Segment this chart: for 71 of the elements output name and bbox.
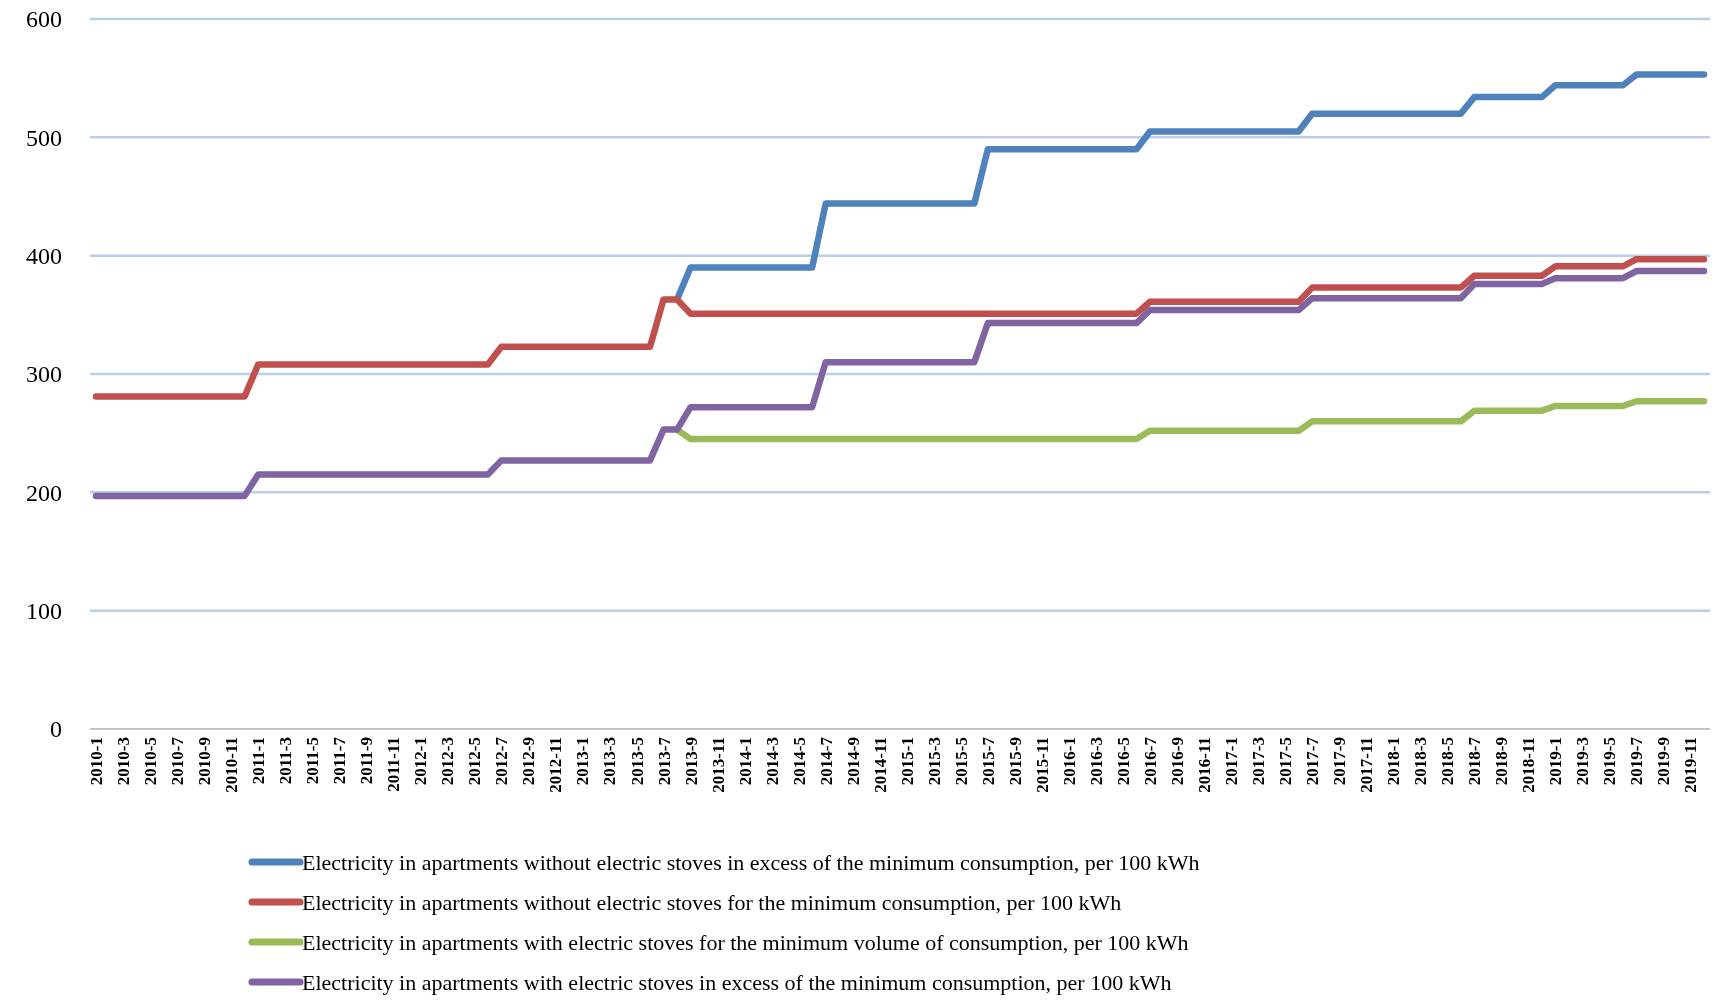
x-tick-label: 2013-7 xyxy=(654,736,674,786)
x-tick-label: 2011-5 xyxy=(303,737,323,785)
x-tick-label: 2010-7 xyxy=(168,736,188,786)
x-tick-label: 2015-11 xyxy=(1032,737,1052,793)
x-tick-label: 2011-1 xyxy=(249,737,269,785)
x-tick-label: 2016-1 xyxy=(1059,737,1079,786)
y-tick-label: 300 xyxy=(26,361,62,388)
x-tick-label: 2014-11 xyxy=(870,737,890,793)
x-tick-label: 2019-3 xyxy=(1573,737,1593,786)
x-tick-label: 2013-1 xyxy=(573,737,593,786)
y-tick-label: 400 xyxy=(26,243,62,270)
x-tick-label: 2015-5 xyxy=(951,737,971,786)
x-tick-label: 2011-9 xyxy=(357,737,377,785)
x-tick-label: 2017-3 xyxy=(1249,737,1269,786)
x-tick-label: 2010-3 xyxy=(114,737,134,786)
x-tick-label: 2015-1 xyxy=(897,737,917,786)
x-tick-label: 2018-11 xyxy=(1519,737,1539,793)
x-tick-label: 2019-5 xyxy=(1600,737,1620,786)
x-tick-label: 2017-1 xyxy=(1222,737,1242,786)
x-tick-label: 2010-5 xyxy=(141,737,161,786)
x-tick-label: 2016-7 xyxy=(1140,736,1160,786)
x-tick-label: 2015-7 xyxy=(978,736,998,786)
x-tick-label: 2018-1 xyxy=(1384,737,1404,786)
x-tick-label: 2010-11 xyxy=(222,737,242,793)
legend-label: Electricity in apartments with electric stoves in excess of the minimum consumption, per 100 kWh xyxy=(302,969,1172,995)
legend-label: Electricity in apartments with electric stoves for the minimum volume of consumption, per 100 kWh xyxy=(302,929,1189,955)
x-tick-label: 2011-11 xyxy=(384,737,404,792)
y-tick-label: 0 xyxy=(50,716,62,743)
x-tick-label: 2014-3 xyxy=(762,737,782,786)
x-tick-label: 2019-7 xyxy=(1627,736,1647,786)
x-tick-label: 2014-9 xyxy=(843,737,863,786)
x-tick-label: 2016-3 xyxy=(1086,737,1106,786)
x-tick-label: 2019-1 xyxy=(1546,737,1566,786)
x-tick-label: 2015-3 xyxy=(924,737,944,786)
x-tick-label: 2013-3 xyxy=(600,737,620,786)
x-tick-label: 2017-11 xyxy=(1357,737,1377,793)
x-tick-label: 2013-9 xyxy=(681,737,701,786)
x-tick-label: 2018-5 xyxy=(1438,737,1458,786)
x-tick-label: 2018-3 xyxy=(1411,737,1431,786)
x-tick-label: 2012-9 xyxy=(519,737,539,786)
x-tick-label: 2011-7 xyxy=(330,736,350,785)
y-tick-label: 200 xyxy=(26,479,62,506)
x-tick-label: 2017-7 xyxy=(1303,736,1323,786)
x-tick-label: 2019-11 xyxy=(1681,737,1701,793)
x-tick-label: 2014-5 xyxy=(789,737,809,786)
legend-label: Electricity in apartments without electric stoves for the minimum consumption, per 100 kWh xyxy=(302,889,1122,915)
x-tick-label: 2013-11 xyxy=(708,737,728,793)
x-tick-label: 2016-5 xyxy=(1113,737,1133,786)
x-tick-label: 2018-7 xyxy=(1465,736,1485,786)
x-tick-label: 2012-11 xyxy=(546,737,566,793)
x-tick-label: 2018-9 xyxy=(1492,737,1512,786)
x-tick-label: 2014-1 xyxy=(735,737,755,786)
x-tick-label: 2015-9 xyxy=(1005,737,1025,786)
y-tick-label: 100 xyxy=(26,598,62,625)
x-tick-label: 2013-5 xyxy=(627,737,647,786)
x-tick-label: 2017-9 xyxy=(1330,737,1350,786)
x-tick-label: 2016-11 xyxy=(1195,737,1215,793)
x-tick-label: 2019-9 xyxy=(1654,737,1674,786)
legend-label: Electricity in apartments without electric stoves in excess of the minimum consumption, per 100 kWh xyxy=(302,849,1200,875)
x-tick-label: 2014-7 xyxy=(816,736,836,786)
x-tick-label: 2017-5 xyxy=(1276,737,1296,786)
x-tick-label: 2016-9 xyxy=(1168,737,1188,786)
x-tick-label: 2012-7 xyxy=(492,736,512,786)
x-tick-label: 2012-5 xyxy=(465,737,485,786)
x-tick-label: 2010-1 xyxy=(87,737,106,786)
x-tick-label: 2012-3 xyxy=(438,737,458,786)
x-tick-label: 2012-1 xyxy=(411,737,431,786)
x-tick-label: 2010-9 xyxy=(195,737,215,786)
x-tick-label: 2011-3 xyxy=(276,737,296,785)
y-tick-label: 600 xyxy=(26,6,62,33)
y-tick-label: 500 xyxy=(26,124,62,151)
